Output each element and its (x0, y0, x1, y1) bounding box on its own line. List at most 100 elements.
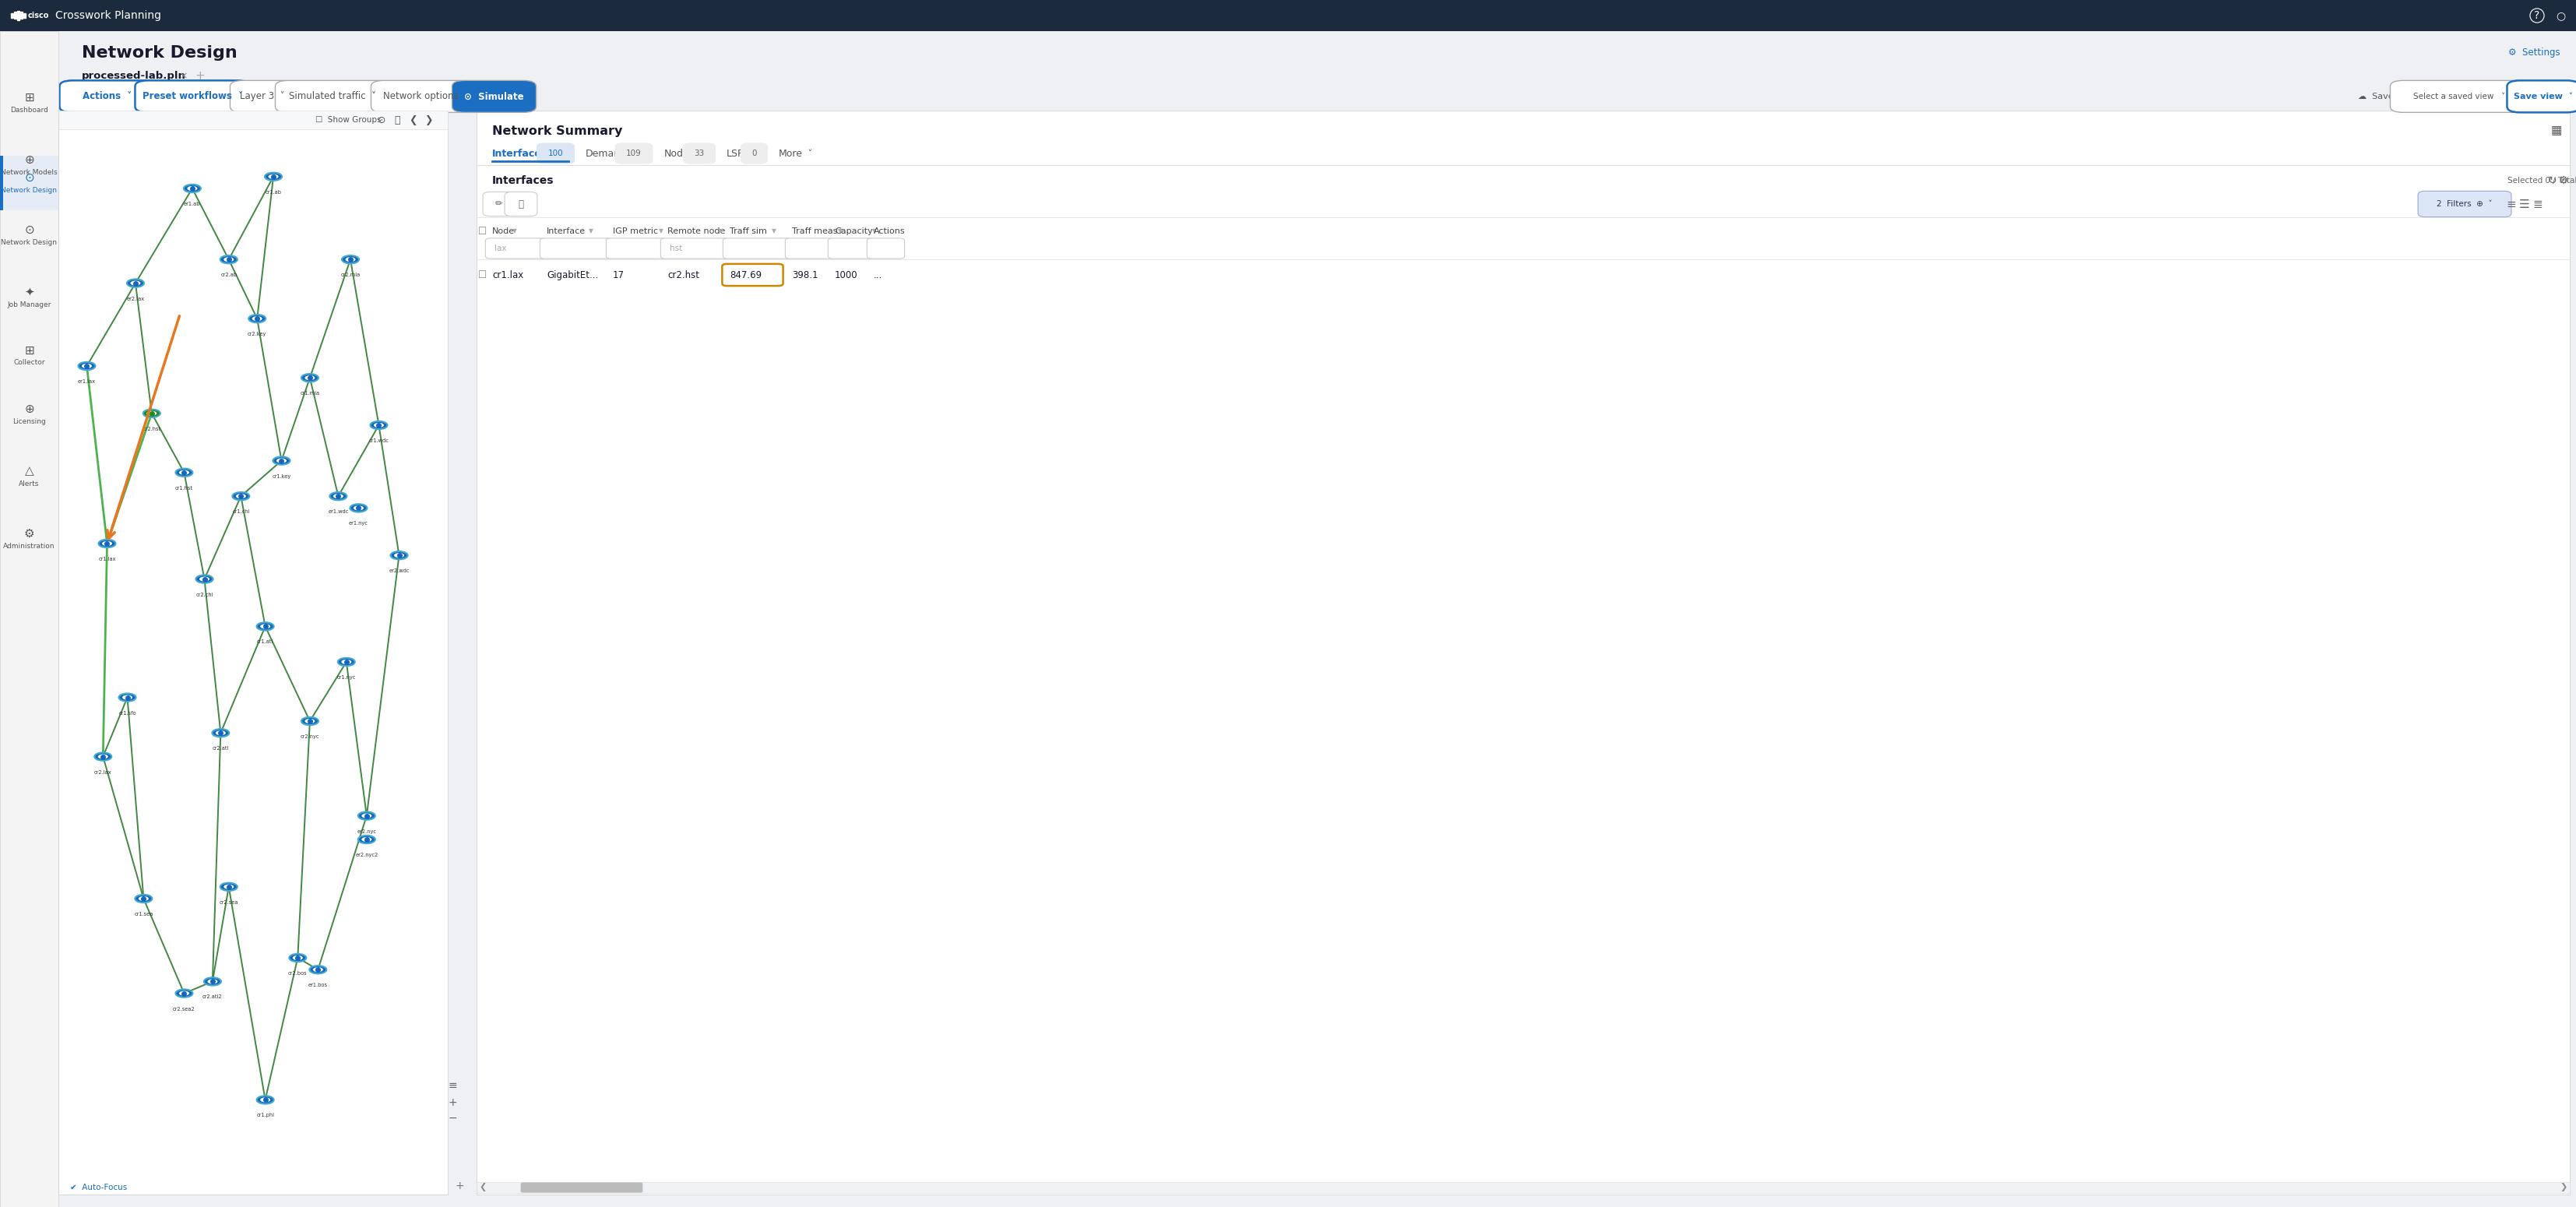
Text: cr2.bos: cr2.bos (289, 972, 307, 975)
Bar (59, 111, 448, 1195)
Text: cr1.lax: cr1.lax (98, 556, 116, 561)
Circle shape (98, 754, 108, 759)
Circle shape (77, 362, 95, 371)
Text: Actions  ˅: Actions ˅ (82, 92, 131, 101)
FancyBboxPatch shape (0, 31, 59, 1207)
Text: ✏: ✏ (495, 199, 502, 209)
Text: ⊞: ⊞ (23, 92, 33, 103)
Text: ≡: ≡ (448, 1080, 456, 1091)
Text: Simulated traffic  ˅: Simulated traffic ˅ (289, 92, 376, 101)
Text: cr2.lax: cr2.lax (95, 770, 111, 775)
FancyBboxPatch shape (868, 238, 904, 258)
Circle shape (294, 956, 304, 961)
FancyBboxPatch shape (482, 192, 515, 216)
Text: 0: 0 (752, 150, 757, 157)
Circle shape (260, 624, 270, 629)
Circle shape (180, 471, 188, 474)
Circle shape (183, 185, 201, 192)
FancyBboxPatch shape (541, 238, 613, 258)
Text: 847.69: 847.69 (729, 270, 762, 280)
Text: ⊙  Simulate: ⊙ Simulate (464, 92, 523, 101)
Text: ☁  Saved views: ☁ Saved views (2357, 93, 2427, 100)
Circle shape (361, 838, 371, 841)
Text: Collector: Collector (13, 360, 44, 367)
Text: ≡: ≡ (2506, 198, 2517, 210)
Circle shape (268, 174, 278, 179)
Text: Interfaces: Interfaces (492, 175, 554, 186)
Circle shape (392, 552, 407, 559)
FancyBboxPatch shape (742, 142, 768, 164)
Circle shape (121, 695, 131, 700)
Text: Plot view: Plot view (314, 86, 350, 93)
Text: cr1.phi: cr1.phi (255, 1113, 273, 1118)
Text: Network options: Network options (384, 92, 459, 101)
Circle shape (332, 494, 343, 498)
FancyBboxPatch shape (536, 142, 574, 164)
Text: processed-lab.pln: processed-lab.pln (82, 71, 185, 81)
Text: ⊙: ⊙ (23, 223, 33, 235)
Text: ▼: ▼ (587, 228, 592, 235)
Text: ...: ... (873, 270, 884, 280)
Text: ❯: ❯ (2561, 1183, 2568, 1191)
Text: er1.bos: er1.bos (309, 982, 327, 987)
Text: cr1.sfo: cr1.sfo (118, 711, 137, 716)
FancyBboxPatch shape (2506, 81, 2576, 112)
Bar (477, 111, 2571, 1195)
FancyBboxPatch shape (2419, 191, 2512, 217)
Circle shape (131, 281, 142, 286)
FancyBboxPatch shape (505, 192, 538, 216)
Text: cr1.wdc: cr1.wdc (368, 438, 389, 443)
Circle shape (209, 979, 216, 984)
Circle shape (265, 173, 281, 181)
Text: hst: hst (670, 245, 683, 252)
Text: cr1.mia: cr1.mia (299, 391, 319, 396)
Text: cr2.ab: cr2.ab (222, 273, 237, 278)
Text: ▼: ▼ (873, 228, 876, 235)
Text: cr2.hst: cr2.hst (667, 270, 698, 280)
Circle shape (374, 422, 384, 427)
Text: Show: Show (252, 86, 273, 93)
Text: er1.ab: er1.ab (183, 202, 201, 206)
Text: ⊕: ⊕ (23, 403, 33, 415)
FancyBboxPatch shape (134, 81, 250, 112)
Text: er1.lax: er1.lax (77, 379, 95, 384)
Text: cr1.ab: cr1.ab (265, 189, 281, 194)
Circle shape (224, 885, 234, 890)
Circle shape (198, 577, 209, 582)
Text: More: More (778, 148, 804, 158)
Text: ≣: ≣ (2532, 198, 2543, 210)
Circle shape (304, 718, 314, 723)
Text: Network Design: Network Design (0, 239, 57, 246)
FancyBboxPatch shape (724, 238, 791, 258)
Text: ▼: ▼ (770, 228, 775, 235)
Circle shape (394, 553, 404, 558)
Text: Licensing: Licensing (13, 418, 46, 425)
Circle shape (82, 363, 93, 368)
Circle shape (258, 623, 273, 630)
Text: +: + (448, 1097, 456, 1108)
Text: Remote node: Remote node (667, 227, 726, 235)
Text: Traff meas: Traff meas (791, 227, 837, 235)
Circle shape (126, 279, 144, 287)
Circle shape (337, 658, 355, 666)
Text: er1.nyc: er1.nyc (348, 521, 368, 526)
Text: cr1.lax: cr1.lax (492, 270, 523, 280)
Text: lax: lax (495, 245, 507, 252)
Circle shape (258, 1096, 273, 1104)
Text: ▼: ▼ (837, 228, 842, 235)
Text: ▼: ▼ (719, 228, 721, 235)
Circle shape (147, 410, 157, 415)
Circle shape (175, 990, 193, 997)
Text: Administration: Administration (3, 542, 54, 549)
Circle shape (180, 991, 188, 996)
Bar (0, 156, 3, 210)
Text: ❮: ❮ (479, 1183, 487, 1191)
FancyBboxPatch shape (786, 238, 835, 258)
FancyBboxPatch shape (0, 0, 2576, 31)
Text: ✔  Auto-Focus: ✔ Auto-Focus (70, 1184, 126, 1191)
Text: 👤: 👤 (394, 115, 399, 126)
Text: +: + (196, 70, 204, 82)
Circle shape (134, 894, 152, 903)
Text: ⊙: ⊙ (23, 171, 33, 183)
Text: Traff sim: Traff sim (729, 227, 768, 235)
